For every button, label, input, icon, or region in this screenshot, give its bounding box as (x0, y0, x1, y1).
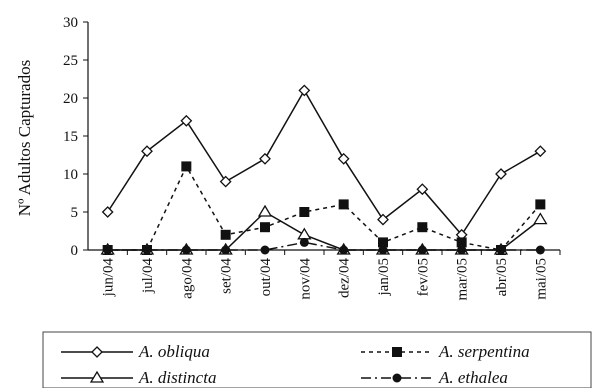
data-point (141, 145, 153, 158)
legend-swatch-marker (91, 346, 103, 358)
data-point (299, 207, 310, 217)
data-point (103, 245, 113, 255)
data-point (221, 245, 231, 255)
data-point (259, 152, 271, 165)
x-tick-label: out/04 (258, 258, 274, 297)
data-point (142, 245, 152, 255)
y-tick-label: 10 (63, 167, 78, 183)
data-point (101, 206, 114, 218)
series-1 (101, 84, 547, 241)
series-line (107, 211, 541, 251)
data-point (338, 199, 349, 210)
series-line (107, 164, 541, 251)
x-tick-label: fev/05 (415, 258, 431, 296)
axes: 0 5 10 15 20 25 30 jun/04 jul/04 ago/04 set/04 out/… (63, 15, 561, 301)
data-point (337, 152, 350, 165)
x-tick-label: ago/04 (179, 258, 195, 299)
data-point (220, 229, 231, 240)
series-line (107, 241, 541, 251)
series-layer (100, 84, 548, 255)
legend-label: A. distincta (138, 368, 216, 387)
x-tick-label: jan/05 (376, 258, 392, 297)
series-3 (100, 204, 548, 255)
x-tick-label: dez/04 (337, 258, 353, 298)
x-tick-label: jun/04 (101, 258, 117, 298)
y-tick-label: 20 (63, 91, 78, 107)
legend-entry: A. distincta (61, 368, 216, 387)
y-tick-label: 0 (71, 243, 79, 259)
x-tick-label: mai/05 (533, 258, 549, 300)
data-point (416, 183, 429, 196)
legend: A. obliqua A. serpentina A. distincta A. et… (42, 331, 592, 388)
x-tick-label: mar/05 (455, 258, 471, 301)
y-tick-label: 25 (63, 53, 78, 69)
data-point (219, 175, 232, 188)
data-point (496, 245, 506, 255)
data-point (534, 145, 547, 158)
data-point (299, 237, 309, 247)
legend-entry: A. ethalea (361, 368, 508, 387)
data-point (417, 222, 428, 233)
data-point (378, 237, 388, 248)
series-line (107, 88, 541, 237)
data-point (260, 245, 270, 255)
data-point (495, 168, 507, 180)
y-axis-title: Nº Adultos Capturados (15, 60, 34, 216)
legend-swatch-marker (392, 373, 402, 383)
legend-label: A. obliqua (138, 342, 210, 361)
legend-swatch-marker (89, 370, 105, 383)
data-point (535, 199, 546, 210)
y-tick-label: 15 (63, 129, 78, 145)
data-point (181, 161, 192, 172)
data-point (535, 245, 545, 255)
legend-label: A. serpentina (438, 342, 530, 361)
data-point (377, 213, 389, 226)
data-point (298, 84, 311, 97)
y-axis-title-group: Nº Adultos Capturados (15, 60, 34, 216)
y-tick-label: 5 (71, 205, 79, 221)
legend-swatch-marker (392, 347, 402, 357)
data-point (339, 245, 349, 255)
data-point (297, 227, 312, 240)
legend-box (42, 331, 592, 388)
legend-entry: A. obliqua (61, 342, 210, 361)
data-point (378, 245, 388, 255)
data-point (417, 245, 427, 255)
data-point (533, 212, 548, 225)
data-point (257, 204, 273, 217)
data-point (457, 245, 467, 255)
y-tick-label: 30 (63, 15, 78, 31)
data-point (260, 222, 270, 233)
data-point (456, 237, 467, 248)
data-point (180, 114, 193, 127)
x-tick-label: set/04 (219, 258, 235, 294)
legend-label: A. ethalea (438, 368, 508, 387)
legend-entry: A. serpentina (361, 342, 530, 361)
x-tick-label: nov/04 (297, 258, 313, 300)
data-point (181, 245, 191, 255)
x-tick-label: abr/05 (494, 258, 510, 296)
x-tick-label: jul/04 (140, 258, 156, 295)
series-4 (103, 237, 545, 255)
